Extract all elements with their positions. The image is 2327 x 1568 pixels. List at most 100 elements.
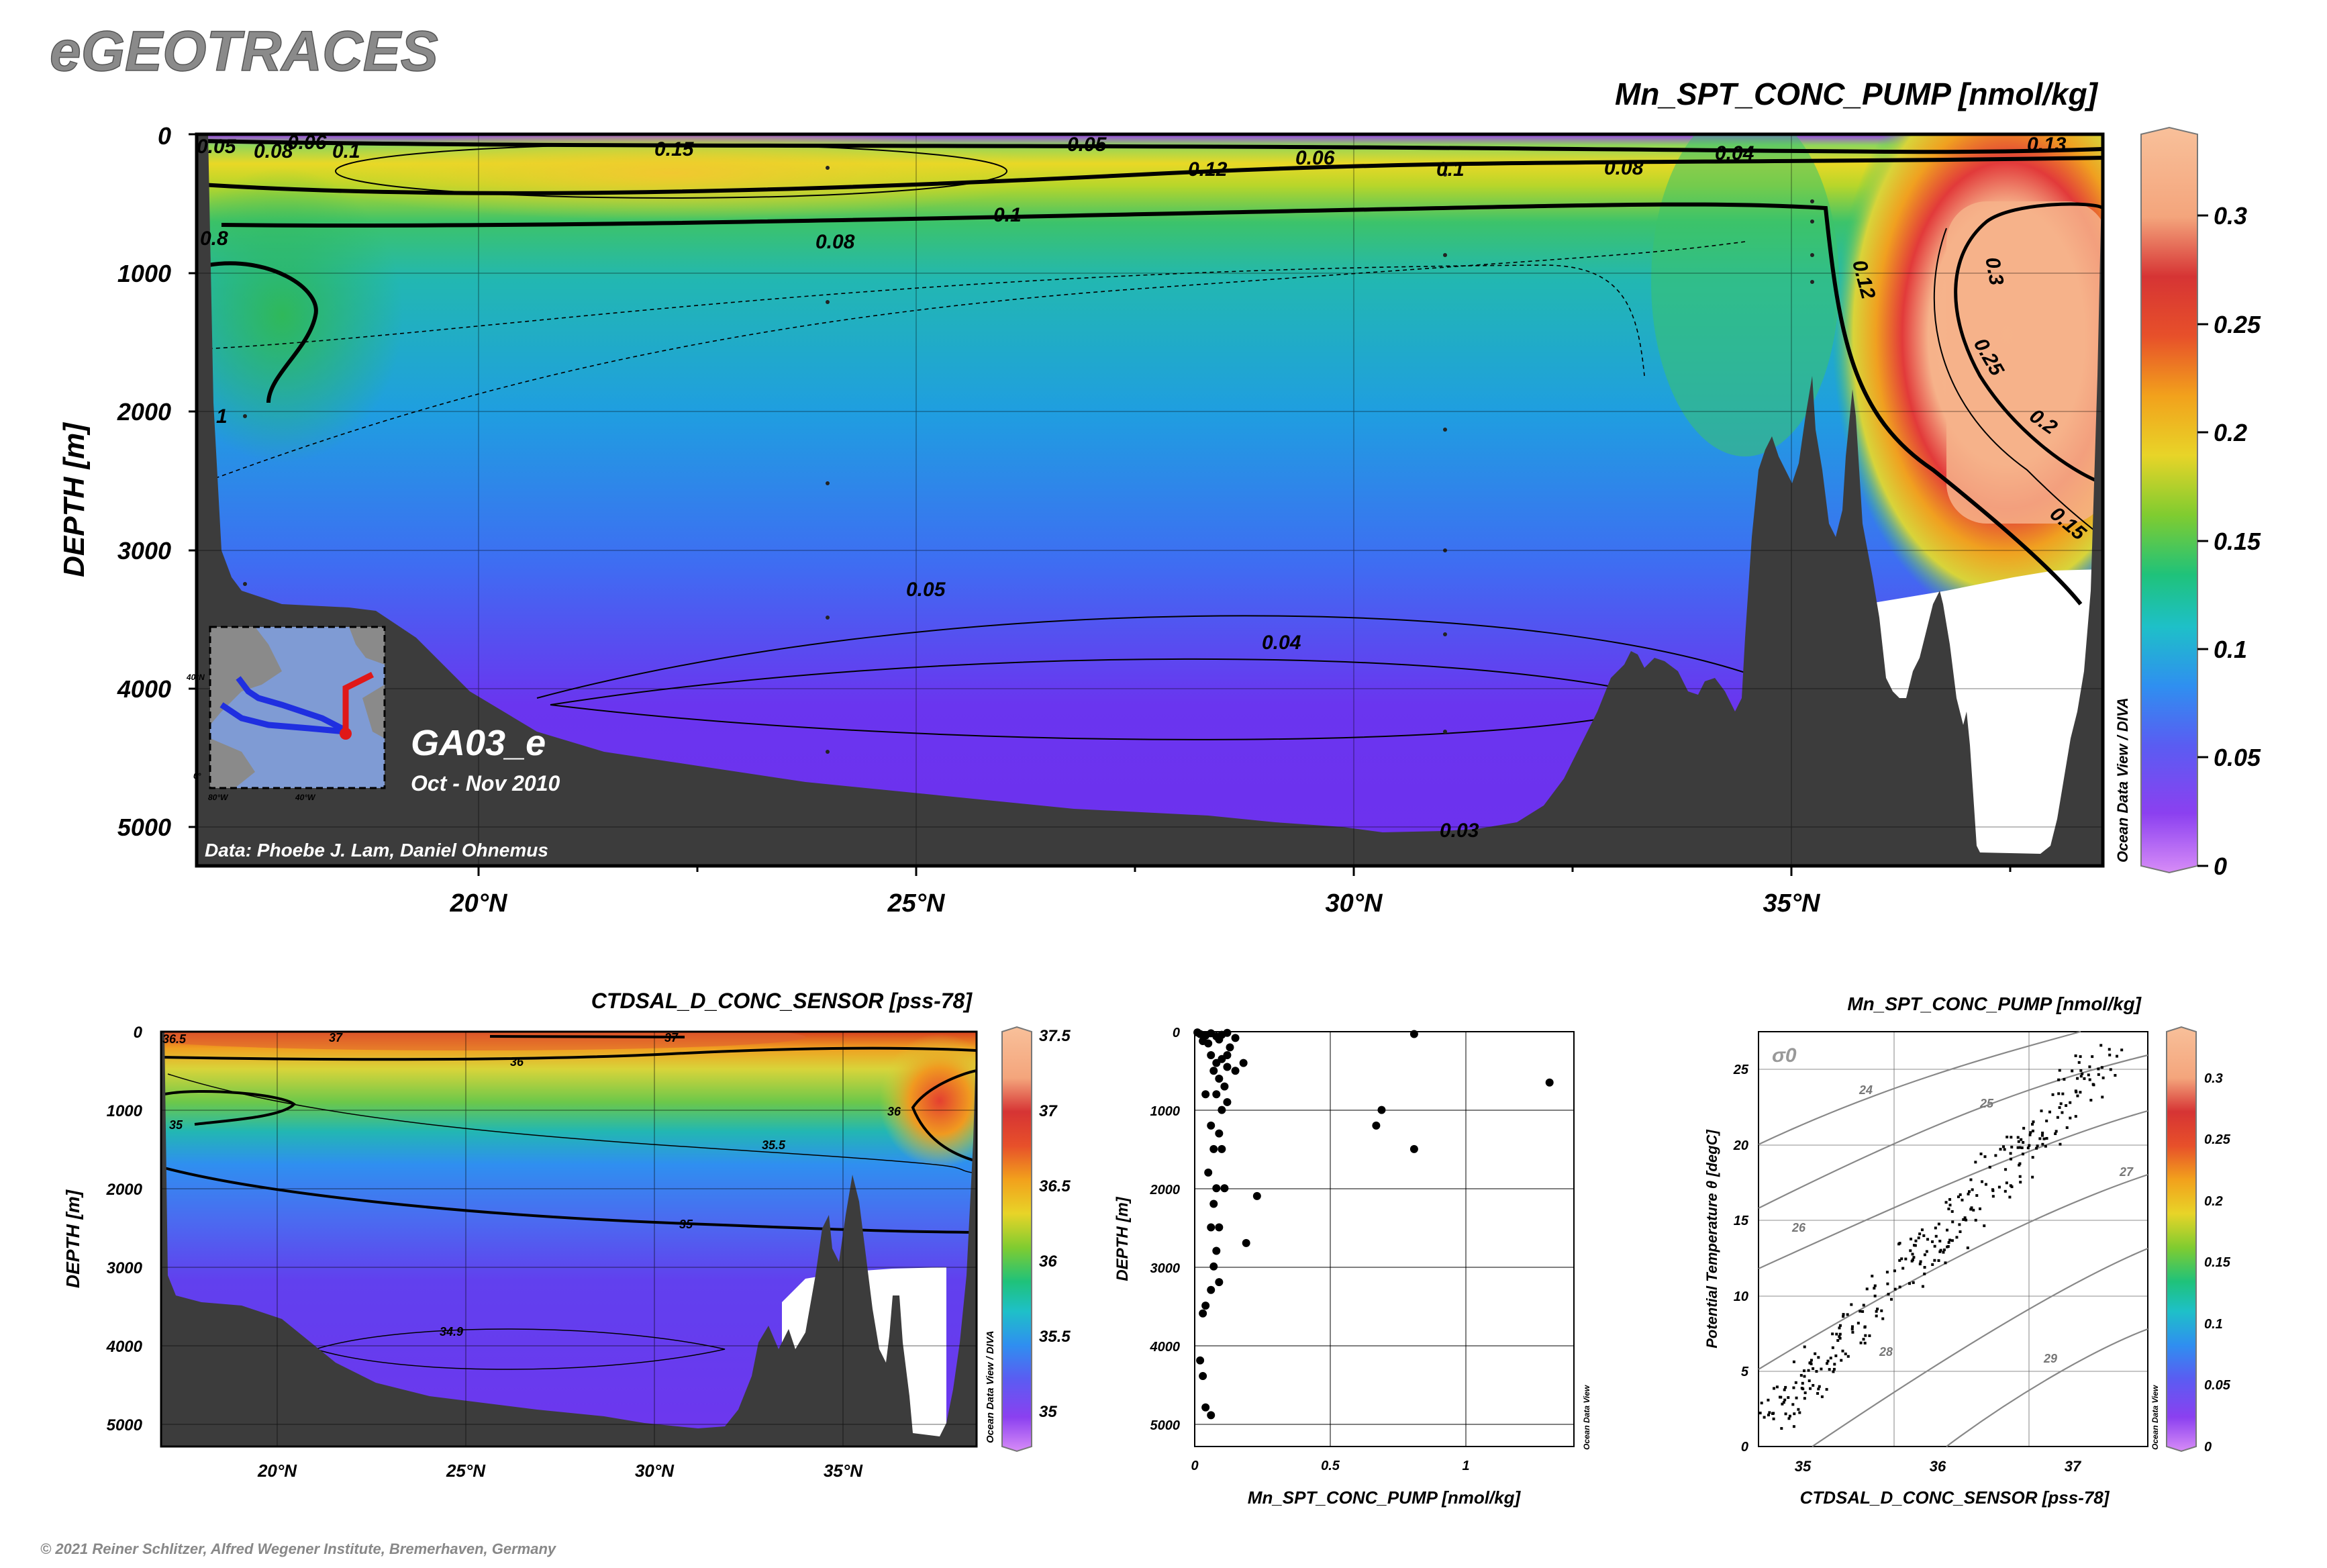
ts-point	[1838, 1336, 1842, 1340]
ts-point	[1838, 1332, 1842, 1336]
ts-point	[2032, 1120, 2035, 1124]
x-tick: 35°N	[1763, 889, 1821, 918]
ts-point	[1912, 1256, 1916, 1259]
ts-point	[2042, 1137, 2046, 1140]
y-tick: 0	[1741, 1440, 1748, 1455]
sal-x-ticks: 20°N 25°N 30°N 35°N	[257, 1461, 863, 1481]
ts-point	[1801, 1381, 1804, 1385]
ts-point	[2016, 1146, 2020, 1149]
profile-point	[1220, 1082, 1229, 1091]
ts-title: Mn_SPT_CONC_PUMP [nmol/kg]	[1847, 993, 2142, 1014]
isopycnal-label: 28	[1879, 1345, 1893, 1359]
isopycnal-label: 26	[1791, 1221, 1806, 1234]
profile-point	[1215, 1074, 1224, 1083]
contour-label: 0.08	[815, 231, 855, 253]
isopycnal-label: 29	[2043, 1352, 2057, 1365]
inset-label: 40°N	[186, 673, 205, 682]
y-tick: 1000	[107, 1102, 143, 1120]
ts-point	[1831, 1346, 1834, 1349]
ts-point	[1955, 1236, 1959, 1239]
ts-point	[1911, 1253, 1914, 1256]
ts-point	[2057, 1092, 2061, 1095]
ts-point	[2048, 1110, 2052, 1114]
profile-point	[1207, 1050, 1216, 1059]
ts-point	[1808, 1379, 1811, 1383]
ts-point	[2059, 1102, 2063, 1106]
ts-point	[1800, 1387, 1803, 1390]
y-tick: 1000	[117, 260, 171, 287]
ts-point	[1850, 1325, 1854, 1328]
ts-point	[1782, 1401, 1785, 1404]
ts-point	[1959, 1193, 1962, 1196]
ts-x-ticks: 35 36 37	[1795, 1458, 2082, 1475]
ts-point	[2059, 1142, 2062, 1146]
contour-label: 0.08	[254, 140, 293, 162]
colorbar-tick: 35.5	[1039, 1328, 1071, 1346]
main-colorbar: 0 0.05 0.1 0.15 0.2 0.25 0.3	[2140, 126, 2261, 880]
ts-point	[1820, 1367, 1823, 1371]
ts-point	[1810, 1359, 1813, 1362]
ts-point	[1908, 1282, 1912, 1285]
ts-point	[1933, 1244, 1936, 1248]
ts-point	[2020, 1138, 2023, 1141]
ts-point	[1759, 1412, 1762, 1415]
ts-point	[2018, 1175, 2022, 1178]
ts-point	[1887, 1293, 1890, 1296]
ts-point	[1944, 1261, 1947, 1265]
ts-point	[1812, 1383, 1815, 1387]
contour-label: 37	[664, 1031, 679, 1044]
ts-point	[1780, 1427, 1783, 1430]
ts-point	[2061, 1111, 2064, 1114]
ts-point	[1912, 1281, 1915, 1284]
contour-label: 0.3	[1981, 256, 2008, 287]
ts-point	[2065, 1126, 2069, 1129]
ts-point	[2116, 1055, 2119, 1058]
ts-point	[2017, 1140, 2020, 1143]
sal-section-plot	[161, 1032, 977, 1447]
colorbar-tick: 36.5	[1039, 1177, 1071, 1195]
ts-point	[1919, 1260, 1922, 1263]
ts-point	[2020, 1146, 2024, 1150]
ts-point	[1946, 1228, 1949, 1232]
ts-point	[2044, 1144, 2047, 1148]
ts-point	[2045, 1119, 2048, 1122]
main-section-title: Mn_SPT_CONC_PUMP [nmol/kg]	[1615, 77, 2099, 111]
ts-point	[2091, 1055, 2094, 1059]
ts-point	[1807, 1369, 1810, 1372]
contour-label: 0.1	[1436, 158, 1465, 181]
colorbar-tick: 0.2	[2214, 419, 2247, 446]
ts-point	[1963, 1216, 1967, 1220]
ts-point	[2081, 1072, 2084, 1075]
profile-point	[1209, 1199, 1218, 1208]
ts-point	[1975, 1194, 1979, 1197]
ts-point	[1815, 1370, 1818, 1373]
profile-point	[1215, 1223, 1224, 1232]
ts-isopycnal-labels: 24 25 26 27 28 29	[1791, 1083, 2134, 1365]
ts-point	[2005, 1181, 2008, 1185]
profile-y-ticks: 0 1000 2000 3000 4000 5000	[1150, 1026, 1181, 1433]
colorbar-tick: 0.25	[2204, 1132, 2231, 1147]
ts-point	[2010, 1157, 2013, 1161]
contour-label: 0.06	[287, 132, 327, 154]
ts-point	[1862, 1338, 1865, 1341]
colorbar-tick: 0.15	[2214, 528, 2261, 555]
ts-point	[2022, 1153, 2025, 1156]
app-title: eGEOTRACES	[50, 19, 438, 83]
contour-label: 0.05	[906, 579, 946, 601]
contour-label: 35	[169, 1118, 183, 1132]
ts-point	[1931, 1240, 1934, 1243]
ts-point	[1792, 1360, 1795, 1363]
ts-point	[1967, 1192, 1970, 1195]
data-credit: Data: Phoebe J. Lam, Daniel Ohnemus	[205, 840, 548, 861]
ts-point	[2079, 1075, 2083, 1078]
ts-point	[2051, 1093, 2054, 1096]
ts-point	[1783, 1388, 1786, 1391]
colorbar-tick: 0	[2204, 1440, 2212, 1455]
ts-point	[1890, 1297, 1893, 1301]
ts-point	[1838, 1324, 1842, 1327]
contour-label: 0.1	[332, 140, 360, 162]
ts-point	[1826, 1359, 1830, 1363]
profile-point	[1199, 1309, 1207, 1318]
ts-point	[2074, 1115, 2077, 1118]
ts-point	[2114, 1074, 2117, 1077]
